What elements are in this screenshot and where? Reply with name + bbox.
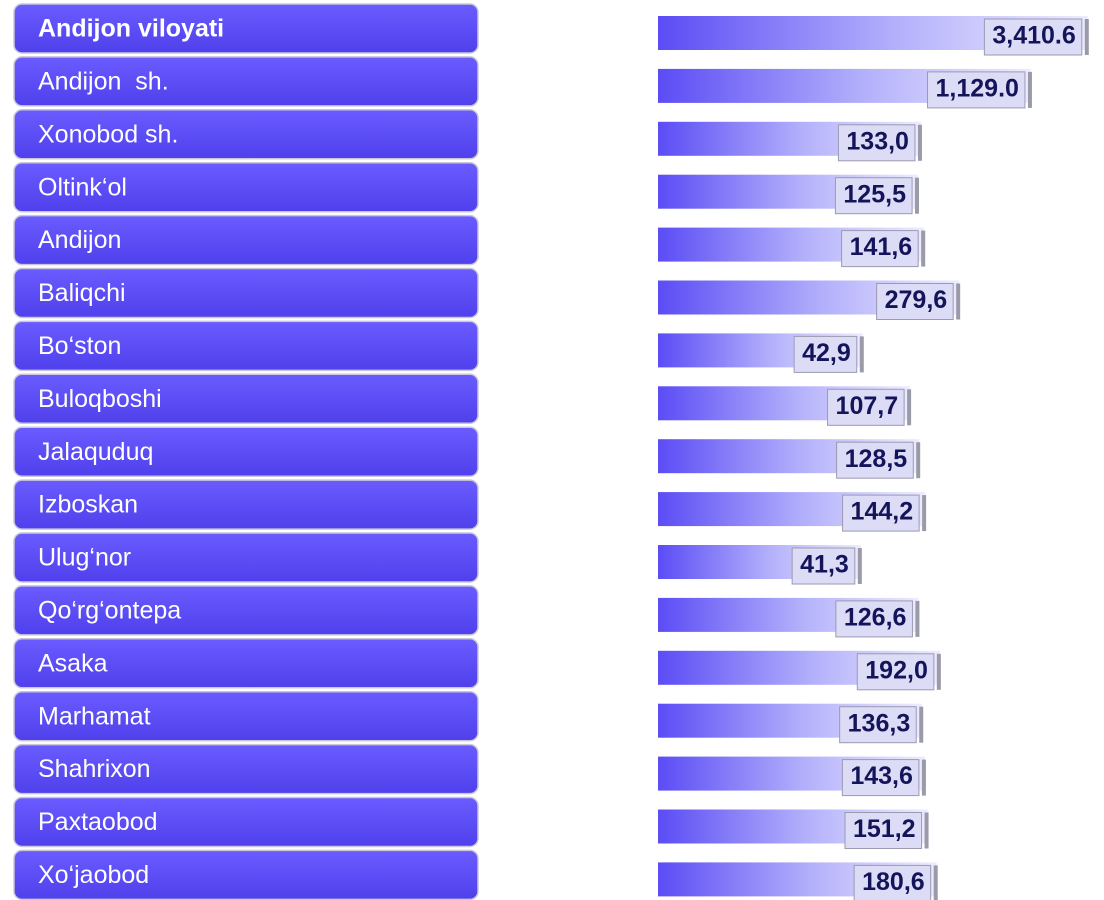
value-label: 279,6	[885, 286, 948, 314]
value-label: 128,5	[845, 445, 908, 473]
category-box	[13, 585, 479, 636]
bar-edge	[924, 812, 929, 849]
category-label: Ulug‘nor	[38, 544, 131, 572]
category-label: Andijon sh.	[38, 68, 169, 96]
value-label: 107,7	[836, 392, 899, 420]
category-box	[13, 267, 479, 319]
value-label: 1,129.0	[936, 75, 1019, 103]
category-label: Baliqchi	[38, 279, 126, 307]
category-box	[13, 320, 479, 372]
value-label-box	[793, 335, 858, 373]
bar-edge	[956, 283, 961, 320]
bar-edge	[917, 124, 922, 161]
category-label: Buloqboshi	[38, 385, 162, 413]
category-label: Andijon viloyati	[38, 15, 224, 43]
value-label-box	[839, 706, 917, 744]
category-box	[13, 638, 479, 689]
bar-edge	[915, 600, 920, 637]
value-label: 143,6	[850, 762, 913, 790]
bar-edge	[916, 442, 921, 479]
value-label: 151,2	[853, 815, 916, 843]
category-box	[13, 796, 479, 848]
category-box	[13, 109, 479, 160]
bar-edge	[859, 336, 864, 373]
category-box	[13, 3, 479, 54]
value-label: 180,6	[862, 868, 925, 896]
category-label: Xo‘jaobod	[38, 861, 149, 889]
bar-edge	[907, 389, 912, 426]
value-label-box	[841, 230, 919, 268]
category-box	[13, 479, 479, 530]
value-label: 41,3	[800, 551, 849, 579]
category-label: Marhamat	[38, 702, 151, 730]
value-label-box	[791, 547, 856, 585]
bar-edge	[921, 230, 926, 267]
value-label-box	[834, 177, 913, 215]
bar-edge	[933, 865, 938, 900]
value-label: 133,0	[846, 127, 909, 155]
value-label-box	[844, 812, 923, 849]
category-label: Jalaquduq	[38, 438, 153, 466]
category-box	[13, 849, 479, 900]
category-box	[13, 56, 479, 107]
bar-edge	[914, 177, 919, 214]
category-label: Qo‘rg‘ontepa	[38, 597, 181, 625]
category-label: Shahrixon	[38, 755, 151, 783]
value-label-box	[841, 759, 920, 797]
value-label: 126,6	[844, 604, 907, 632]
value-label-box	[983, 18, 1083, 56]
bar-edge	[922, 495, 927, 532]
category-label: Andijon	[38, 226, 121, 254]
value-label-box	[853, 864, 932, 900]
category-box	[13, 373, 479, 425]
bar-edge	[936, 653, 941, 690]
value-label: 141,6	[850, 233, 913, 261]
category-box	[13, 532, 479, 583]
value-label: 192,0	[865, 656, 928, 684]
category-box	[13, 161, 479, 213]
category-label: Izboskan	[38, 491, 138, 519]
category-label: Asaka	[38, 649, 108, 677]
category-label: Bo‘ston	[38, 332, 121, 360]
category-label: Paxtaobod	[38, 808, 158, 836]
value-label: 144,2	[851, 498, 914, 526]
bar-edge	[919, 706, 924, 743]
value-label: 125,5	[843, 180, 906, 208]
value-label-box	[927, 71, 1026, 109]
value-label-box	[842, 494, 920, 532]
category-label: Xonobod sh.	[38, 120, 178, 148]
value-label: 136,3	[848, 709, 911, 737]
category-box	[13, 690, 479, 742]
category-box	[13, 426, 479, 477]
value-label: 42,9	[802, 339, 851, 367]
value-label-box	[837, 124, 916, 162]
category-box	[13, 743, 479, 795]
value-label-box	[835, 600, 913, 638]
value-label-box	[876, 283, 954, 320]
bar-edge	[1027, 71, 1032, 108]
value-label-box	[827, 388, 905, 426]
value-label-box	[836, 441, 914, 479]
bar-edge	[921, 759, 926, 796]
value-label-box	[856, 653, 935, 691]
category-label: Oltink‘ol	[38, 173, 127, 201]
bar-edge	[857, 548, 862, 584]
value-label: 3,410.6	[992, 22, 1075, 50]
category-box	[13, 214, 479, 266]
bar-edge	[1084, 19, 1089, 55]
